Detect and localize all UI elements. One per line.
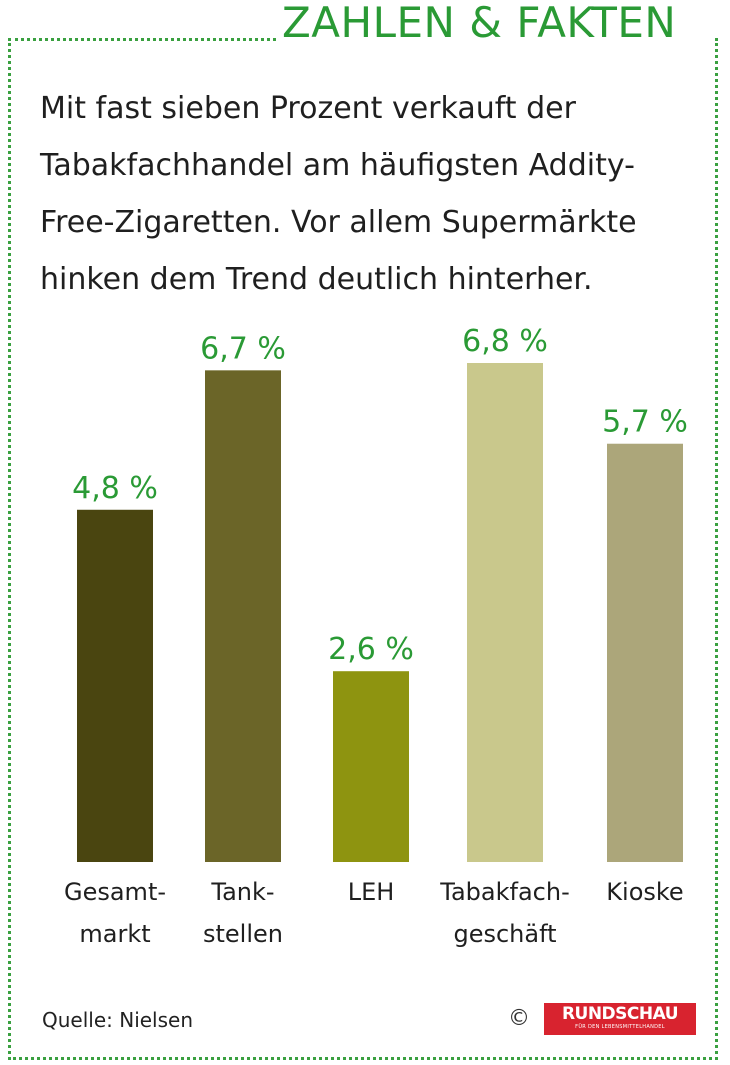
- value-label-3: 2,6 %: [328, 632, 414, 667]
- rundschau-logo: RUNDSCHAU FÜR DEN LEBENSMITTELHANDEL: [544, 1003, 696, 1035]
- bar-4: [467, 363, 543, 862]
- value-label-2: 6,7 %: [200, 331, 286, 366]
- dotted-frame: [8, 38, 718, 1060]
- value-label-4: 6,8 %: [462, 324, 548, 359]
- header-title: ZAHLEN & FAKTEN: [282, 0, 677, 47]
- logo-subtext: FÜR DEN LEBENSMITTELHANDEL: [575, 1024, 665, 1030]
- value-label-5: 5,7 %: [602, 405, 688, 440]
- bar-chart: 4,8 % Gesamt-markt 6,7 % Tank-stellen 2,6 % L…: [64, 324, 688, 948]
- source-note: Quelle: Nielsen: [42, 1008, 194, 1032]
- logo-text: RUNDSCHAU: [561, 1004, 679, 1024]
- bar-2: [205, 370, 281, 862]
- category-label-1: Gesamt-markt: [64, 878, 166, 948]
- frame-top-border: [8, 38, 276, 41]
- intro-text: Mit fast sieben Prozent verkauft der Tab…: [40, 91, 637, 297]
- bar-3: [333, 671, 409, 862]
- bar-5: [607, 443, 683, 862]
- bar-1: [77, 509, 153, 862]
- category-label-5: Kioske: [606, 878, 683, 906]
- copyright-symbol: ©: [508, 1006, 530, 1031]
- category-label-2: Tank-stellen: [203, 878, 283, 948]
- value-label-1: 4,8 %: [72, 471, 158, 506]
- category-label-4: Tabakfach-geschäft: [439, 878, 569, 948]
- category-label-3: LEH: [348, 878, 395, 906]
